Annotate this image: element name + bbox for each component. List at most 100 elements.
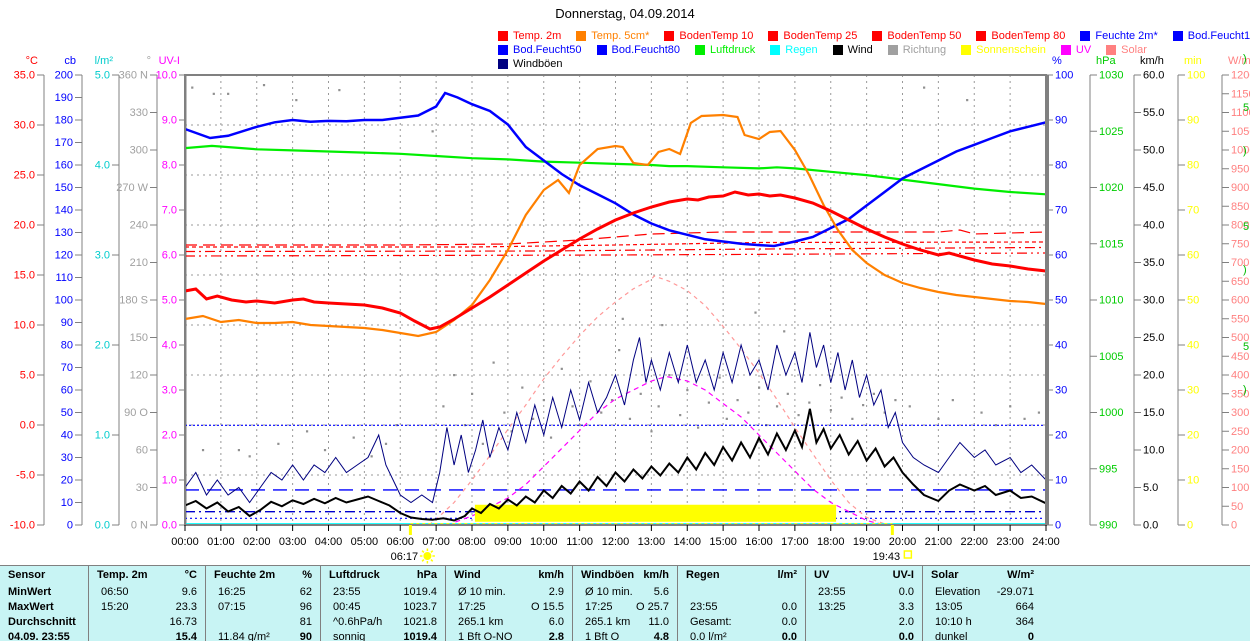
axis-label-pct: 40: [1055, 340, 1067, 352]
table-col-header-uv: UV UV-I: [805, 566, 922, 585]
cell-time-label: Ø 10 min.: [458, 586, 506, 598]
richtung-dot: [661, 324, 664, 327]
table-col-header-regen: Regen l/m²: [677, 566, 805, 585]
richtung-dot: [883, 411, 886, 414]
axis-label-min: 30: [1187, 385, 1199, 397]
x-tick-label: 02:00: [243, 536, 271, 548]
axis-label-deg: 90 O: [124, 407, 148, 419]
cell-time-label: 1 Bft O: [585, 631, 620, 641]
richtung-dot: [531, 417, 535, 420]
axis-unit-lm2: l/m²: [95, 55, 114, 67]
axis-label-pct: 10: [1055, 475, 1067, 487]
axis-label-wm2: 950: [1231, 163, 1249, 175]
axis-label-wm2: 550: [1231, 313, 1249, 325]
axis-label-degC: 30.0: [14, 120, 35, 132]
cell-value: O 25.7: [635, 601, 669, 613]
clipped-axis-fragment: ): [1243, 384, 1247, 396]
axis-unit-pct: %: [1052, 55, 1062, 67]
axis-label-kmh: 60.0: [1143, 70, 1164, 82]
axis-label-uvi: 4.0: [162, 340, 177, 352]
x-tick-label: 06:00: [386, 536, 414, 548]
table-col-header-solar: Solar W/m²: [922, 566, 1042, 585]
legend-item-label: BodenTemp 25: [783, 30, 858, 42]
legend-item-uv: UV: [1060, 44, 1091, 56]
richtung-dot: [471, 392, 474, 395]
cell-time-label: 0.0 l/m²: [690, 631, 727, 641]
richtung-dot: [628, 417, 632, 420]
axis-label-cb: 110: [55, 272, 73, 284]
series-bodentemp-10: [185, 229, 1047, 246]
axis-label-cb: 0: [67, 520, 73, 532]
axis-label-lm2: 2.0: [95, 340, 110, 352]
cell-value: O 15.5: [530, 601, 564, 613]
legend-item-label: BodenTemp 80: [991, 30, 1066, 42]
axis-label-degC: -10.0: [10, 520, 35, 532]
axis-label-kmh: 35.0: [1143, 257, 1164, 269]
richtung-dot: [872, 392, 875, 395]
axis-label-hpa: 995: [1099, 463, 1117, 475]
axis-label-wm2: 900: [1231, 182, 1249, 194]
richtung-dot: [697, 426, 700, 429]
legend-item-temp-5cm-: Temp. 5cm*: [576, 30, 649, 42]
cell-time-label: 13:25: [818, 601, 846, 613]
axis-label-degC: 0.0: [20, 420, 35, 432]
axis-label-wm2: 1200: [1231, 70, 1250, 82]
axis-label-uvi: 1.0: [162, 475, 177, 487]
richtung-dot: [453, 374, 456, 377]
axis-unit-min: min: [1184, 55, 1202, 67]
sun-ray: [430, 559, 434, 562]
col-unit: hPa: [416, 569, 437, 581]
axis-label-cb: 160: [55, 160, 73, 172]
axis-label-min: 0: [1187, 520, 1193, 532]
cell-time-label: 13:05: [935, 601, 963, 613]
series-temp-2m: [184, 190, 1047, 331]
legend-item-bod-feucht50: Bod.Feucht50: [498, 44, 582, 56]
axis-label-kmh: 10.0: [1143, 445, 1164, 457]
richtung-dot: [212, 92, 215, 95]
axis-label-deg: 240: [130, 220, 148, 232]
axis-label-hpa: 1005: [1099, 351, 1123, 363]
axis-label-wm2: 1100: [1231, 107, 1250, 119]
clipped-axis-fragment: ): [1243, 53, 1247, 65]
table-cell: sonnig 1019.4: [320, 630, 445, 641]
x-tick-label: 10:00: [530, 536, 558, 548]
cell-time-label: 265.1 km: [458, 616, 504, 628]
col-unit: km/h: [643, 569, 669, 581]
axis-label-deg: 210: [130, 257, 148, 269]
x-tick-label: 05:00: [351, 536, 379, 548]
sun-ray: [421, 559, 425, 562]
richtung-dot: [510, 430, 513, 433]
x-tick-label: 21:00: [925, 536, 953, 548]
richtung-dot: [775, 405, 779, 408]
cell-value: 23.3: [175, 601, 197, 613]
legend-item-sonnenschein: Sonnenschein: [961, 44, 1046, 56]
row-label: MinWert: [8, 586, 52, 598]
axis-label-deg: 30: [136, 482, 148, 494]
richtung-dot: [783, 330, 786, 333]
cell-value: 0.0: [781, 631, 797, 641]
axis-label-uvi: 5.0: [162, 295, 177, 307]
legend-item-label: Sonnenschein: [976, 44, 1046, 56]
table-cell: 2.0: [805, 615, 922, 630]
x-tick-label: 16:00: [745, 536, 773, 548]
richtung-dot: [657, 405, 660, 408]
cell-time-label: sonnig: [333, 631, 366, 641]
richtung-dot: [338, 89, 341, 92]
richtung-dot: [908, 405, 911, 408]
richtung-dot: [808, 401, 811, 404]
richtung-dot: [600, 411, 603, 414]
axis-label-wm2: 1150: [1231, 88, 1250, 100]
richtung-dot: [725, 417, 728, 420]
richtung-dot: [707, 401, 710, 404]
col-name: Windböen: [581, 569, 635, 581]
axis-label-wm2: 850: [1231, 201, 1249, 213]
table-cell: 13:05 664: [922, 600, 1042, 615]
table-cell: [677, 585, 805, 600]
sunset-square-icon: [903, 550, 913, 559]
axis-label-uvi: 10.0: [156, 70, 177, 82]
axis-unit-uvi: UV-I: [159, 55, 180, 67]
axis-label-pct: 30: [1055, 385, 1067, 397]
richtung-dot: [1023, 417, 1026, 420]
axis-label-wm2: 500: [1231, 332, 1249, 344]
